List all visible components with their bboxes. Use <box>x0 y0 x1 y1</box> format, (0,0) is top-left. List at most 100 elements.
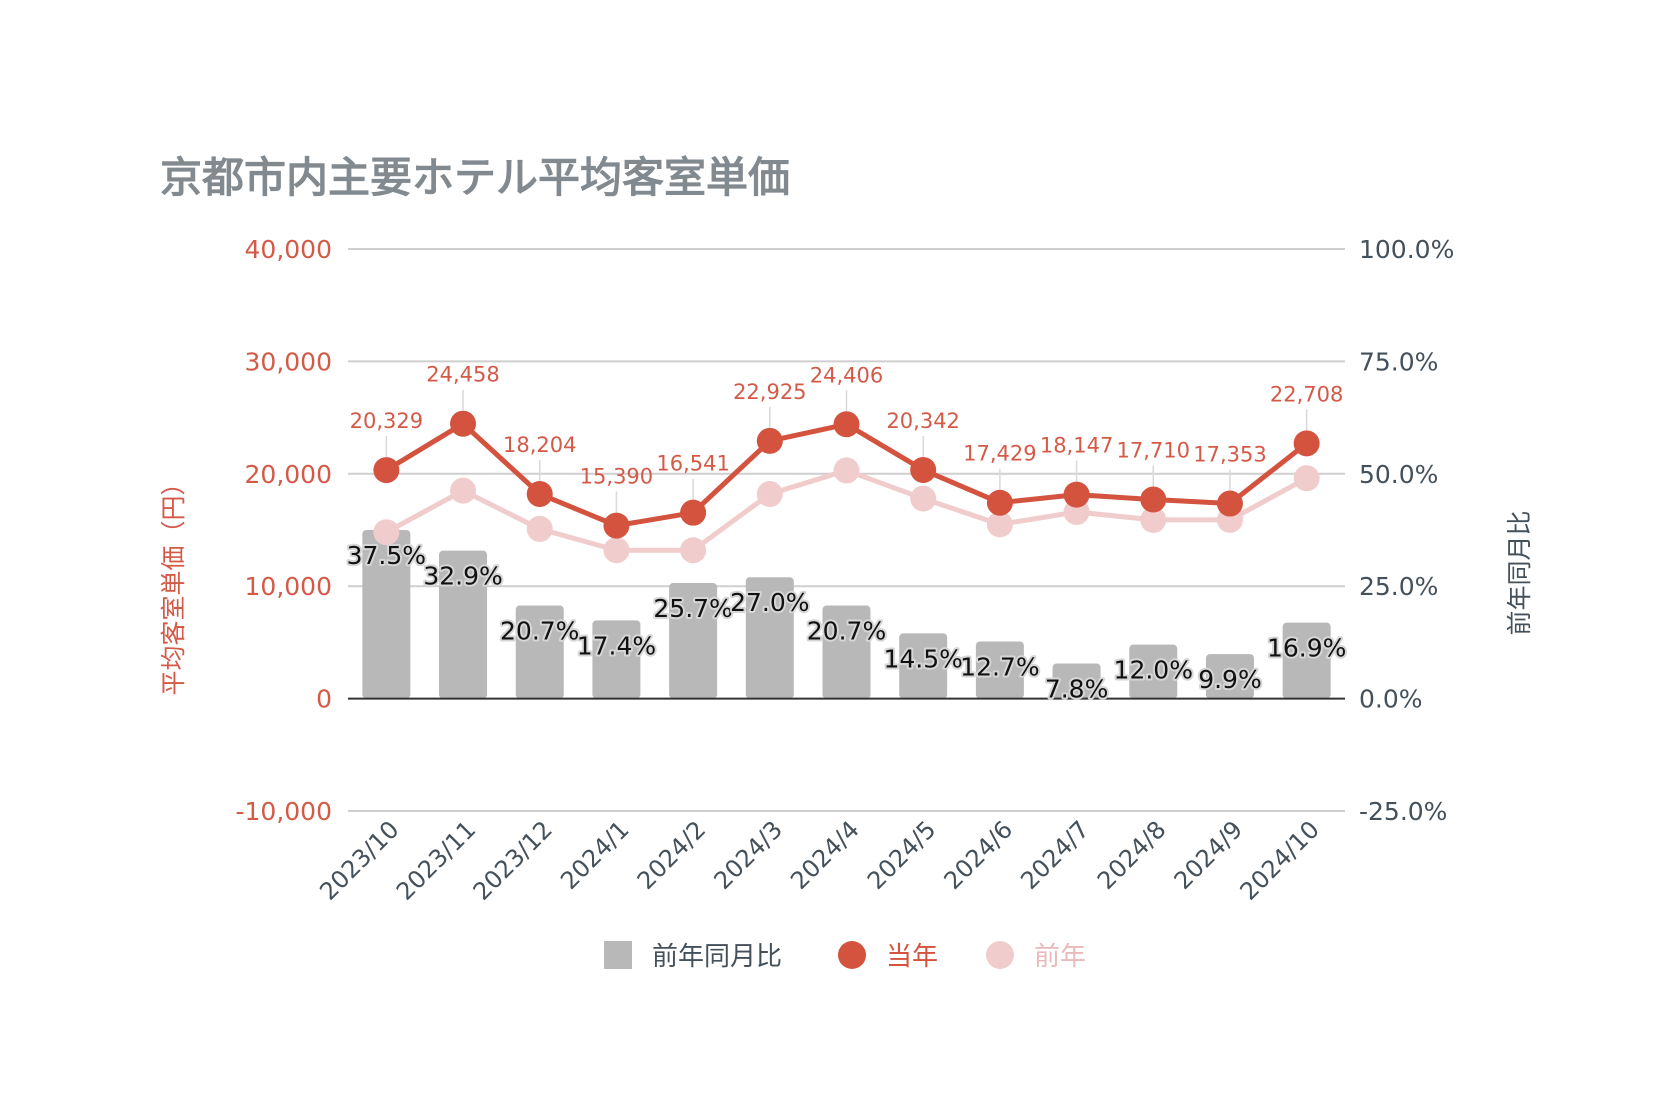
series-point <box>756 481 783 508</box>
series-point <box>1293 430 1320 457</box>
series-point <box>986 489 1013 516</box>
bar-data-label: 17.4% <box>577 631 656 660</box>
series-point <box>603 537 630 564</box>
x-tick-label: 2024/10 <box>1235 815 1325 905</box>
bar <box>1129 644 1178 699</box>
right-tick-label: 75.0% <box>1359 347 1438 376</box>
left-tick-label: 30,000 <box>245 347 332 376</box>
legend-swatch-bar <box>604 941 632 969</box>
current-data-label: 24,458 <box>426 363 499 387</box>
series-point <box>833 457 860 484</box>
left-tick-label: 10,000 <box>245 572 332 601</box>
bar <box>899 633 948 699</box>
series-point <box>526 515 553 542</box>
bar <box>1205 654 1254 699</box>
bar <box>362 530 411 699</box>
x-tick-label: 2024/3 <box>709 815 789 895</box>
series-point <box>1140 506 1167 533</box>
bar-data-label: 16.9% <box>1267 634 1346 663</box>
x-tick-label: 2023/12 <box>468 815 558 905</box>
gridlines <box>348 248 1345 812</box>
x-tick-label: 2024/1 <box>555 815 635 895</box>
bar <box>745 577 794 699</box>
right-axis-title: 前年同月比 <box>1505 510 1534 635</box>
current-data-label: 20,342 <box>886 409 959 433</box>
right-tick-label: 0.0% <box>1359 685 1423 714</box>
legend-label: 前年同月比 <box>652 942 782 972</box>
current-data-label: 18,147 <box>1040 434 1113 458</box>
bar-data-label: 20.7% <box>807 617 886 646</box>
left-tick-label: -10,000 <box>236 797 333 826</box>
series-point <box>526 480 553 507</box>
series-point <box>910 456 937 483</box>
current-data-label: 20,329 <box>350 409 423 433</box>
bar <box>1282 622 1331 699</box>
series-point <box>603 512 630 539</box>
bar-data-label: 12.0% <box>1114 656 1193 685</box>
legend: 前年同月比 当年 前年 <box>604 941 1086 972</box>
current-data-label: 22,708 <box>1270 382 1343 406</box>
bar <box>975 641 1024 699</box>
series-point <box>1216 490 1243 517</box>
bar-data-label: 7.8% <box>1045 675 1109 704</box>
x-tick-label: 2024/5 <box>862 815 942 895</box>
chart-title: 京都市内主要ホテル平均客室単価 <box>160 153 790 202</box>
x-tick-label: 2024/4 <box>785 815 865 895</box>
bar-data-label: 32.9% <box>423 562 502 591</box>
current-data-label: 17,353 <box>1193 443 1266 467</box>
axes: 40,000 30,000 20,000 10,000 0 -10,000 100.0% 75… <box>236 235 1455 906</box>
series-point <box>680 499 707 526</box>
right-tick-label: 25.0% <box>1359 572 1438 601</box>
series-point <box>450 477 477 504</box>
x-tick-label: 2023/11 <box>391 815 481 905</box>
left-tick-label: 40,000 <box>245 235 332 264</box>
current-data-label: 15,390 <box>580 465 653 489</box>
series-point <box>833 411 860 438</box>
current-data-label: 17,429 <box>963 442 1036 466</box>
right-tick-label: 100.0% <box>1359 235 1454 264</box>
bar <box>439 550 488 699</box>
legend-swatch-prev <box>986 941 1014 969</box>
prev-year-series <box>373 457 1320 564</box>
bar-data-label: 12.7% <box>960 653 1039 682</box>
bar <box>592 620 641 699</box>
legend-label: 前年 <box>1034 942 1086 972</box>
legend-label: 当年 <box>886 942 938 972</box>
current-year-series <box>373 410 1320 539</box>
bar-data-label: 37.5% <box>347 541 426 570</box>
x-tick-label: 2024/7 <box>1015 815 1095 895</box>
series-point <box>986 511 1013 538</box>
current-data-label: 18,204 <box>503 433 576 457</box>
bar <box>822 605 871 699</box>
bar <box>669 583 718 699</box>
series-point <box>1063 481 1090 508</box>
series-point <box>1293 465 1320 492</box>
left-tick-label: 0 <box>316 685 332 714</box>
current-data-label: 22,925 <box>733 380 806 404</box>
series-point <box>373 457 400 484</box>
current-data-label: 24,406 <box>810 363 883 387</box>
x-tick-label: 2024/2 <box>632 815 712 895</box>
series-point <box>450 410 477 437</box>
x-tick-label: 2023/10 <box>314 815 404 905</box>
x-tick-label: 2024/6 <box>939 815 1019 895</box>
left-tick-label: 20,000 <box>245 460 332 489</box>
bar <box>1052 663 1101 699</box>
series-point <box>756 427 783 454</box>
current-data-label: 17,710 <box>1117 439 1190 463</box>
right-tick-label: -25.0% <box>1359 797 1447 826</box>
bar-data-label: 9.9% <box>1198 665 1262 694</box>
current-data-label: 16,541 <box>656 452 729 476</box>
legend-swatch-current <box>838 941 866 969</box>
left-axis-title: 平均客室単価（円） <box>159 470 188 695</box>
bar-data-label: 14.5% <box>883 644 962 673</box>
x-tick-label: 2024/8 <box>1092 815 1172 895</box>
bar-data-label: 27.0% <box>730 588 809 617</box>
bar <box>515 605 564 699</box>
series-point <box>910 485 937 512</box>
bar-data-label: 20.7% <box>500 617 579 646</box>
right-tick-label: 50.0% <box>1359 460 1438 489</box>
